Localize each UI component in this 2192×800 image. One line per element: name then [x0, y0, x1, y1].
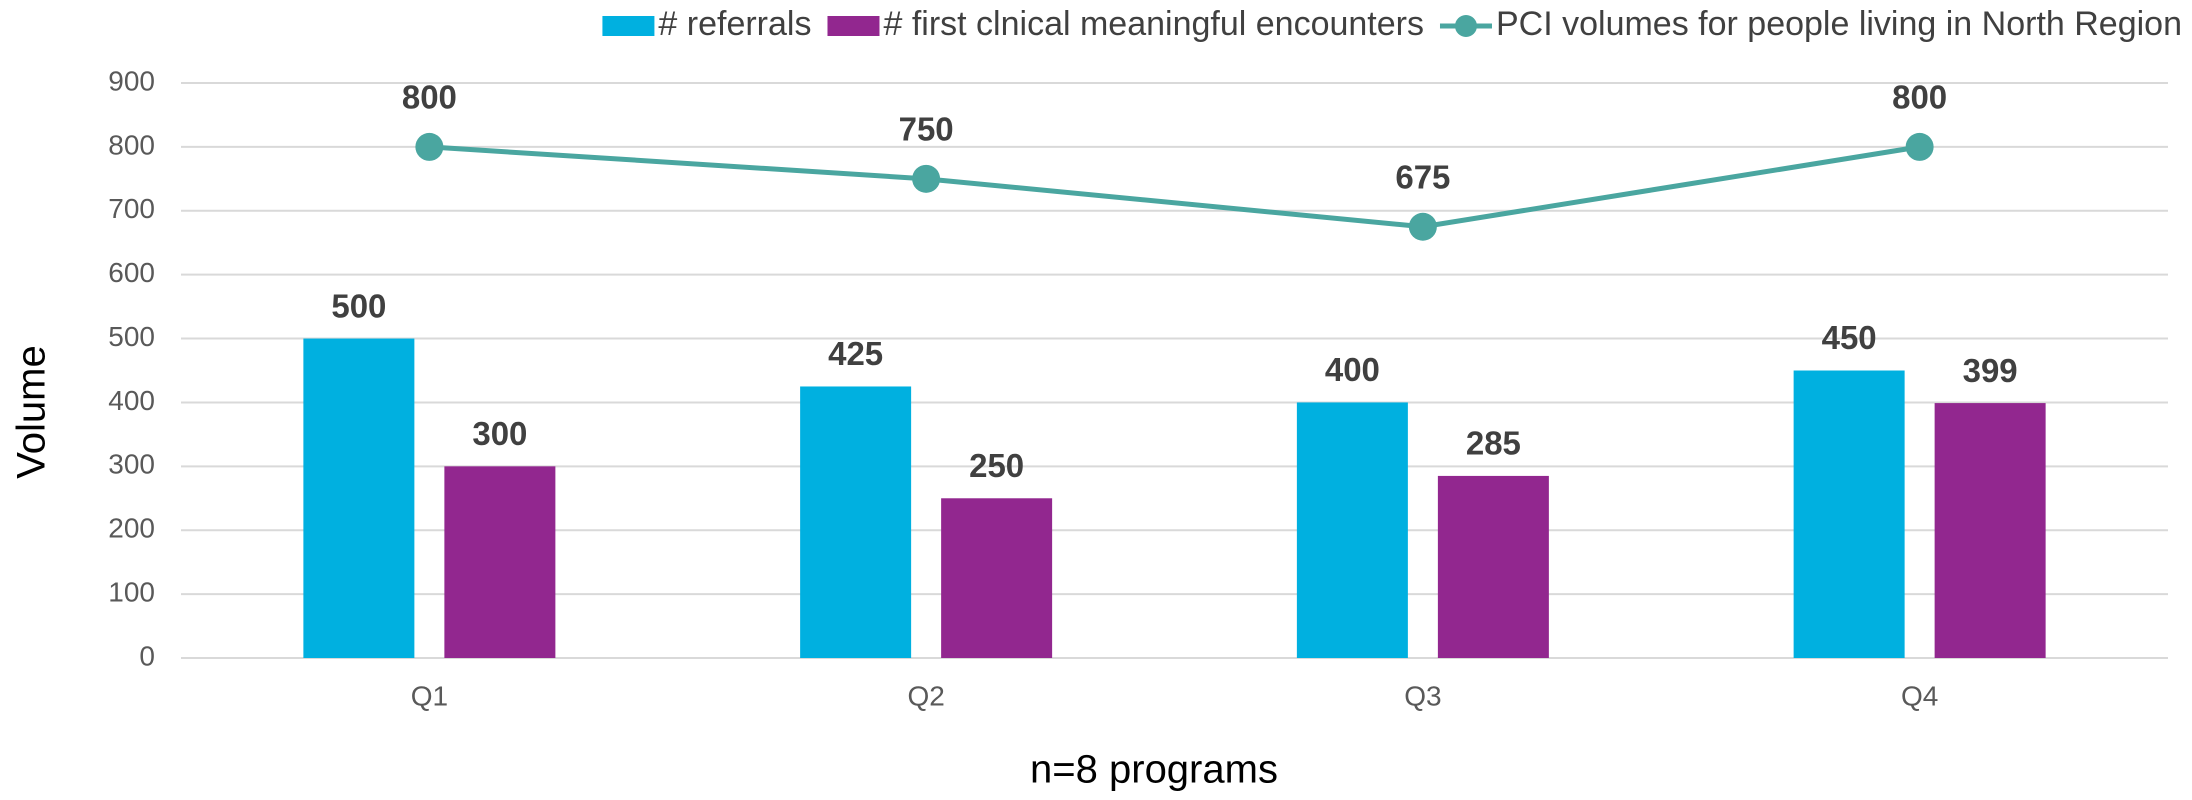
line-marker	[1408, 212, 1437, 241]
y-tick-label: 200	[108, 513, 155, 544]
data-label: 400	[1325, 351, 1380, 388]
line-marker	[912, 164, 941, 193]
legend-label: # first clnical meaningful encounters	[883, 5, 1424, 43]
bar	[1793, 370, 1905, 658]
bar	[303, 338, 415, 658]
y-axis-title: Volume	[10, 345, 54, 478]
bar	[941, 498, 1053, 658]
line-marker	[415, 132, 444, 161]
bar	[800, 386, 912, 658]
data-label: 250	[969, 447, 1024, 484]
x-axis-title: n=8 programs	[1030, 748, 1278, 792]
x-tick-label: Q3	[1404, 680, 1441, 711]
data-label: 425	[828, 335, 883, 372]
y-tick-label: 100	[108, 577, 155, 608]
data-label: 800	[402, 79, 457, 116]
y-tick-label: 800	[108, 129, 155, 160]
y-tick-label: 600	[108, 257, 155, 288]
y-tick-label: 700	[108, 193, 155, 224]
data-label: 750	[899, 111, 954, 148]
legend-swatch	[602, 16, 655, 36]
y-tick-label: 500	[108, 321, 155, 352]
x-tick-label: Q2	[907, 680, 944, 711]
legend-swatch	[1454, 15, 1477, 37]
x-tick-label: Q4	[1901, 680, 1938, 711]
legend-label: PCI volumes for people living in North R…	[1496, 5, 2182, 43]
bar	[1437, 475, 1549, 658]
data-label: 300	[472, 415, 527, 452]
data-label: 500	[331, 287, 386, 324]
data-label: 450	[1822, 319, 1877, 356]
x-tick-label: Q1	[411, 680, 448, 711]
line	[429, 144, 1921, 230]
data-label: 399	[1963, 352, 2018, 389]
data-label: 675	[1395, 158, 1450, 195]
legend-label: # referrals	[658, 5, 811, 43]
y-tick-label: 900	[108, 65, 155, 96]
data-label: 800	[1892, 79, 1947, 116]
y-tick-label: 400	[108, 385, 155, 416]
y-tick-label: 0	[139, 640, 155, 671]
line-marker	[1905, 132, 1934, 161]
y-tick-label: 300	[108, 449, 155, 480]
data-label: 285	[1466, 425, 1521, 462]
bar	[1934, 403, 2046, 658]
bar	[444, 466, 556, 658]
legend-swatch	[827, 16, 880, 36]
bar	[1296, 402, 1408, 658]
